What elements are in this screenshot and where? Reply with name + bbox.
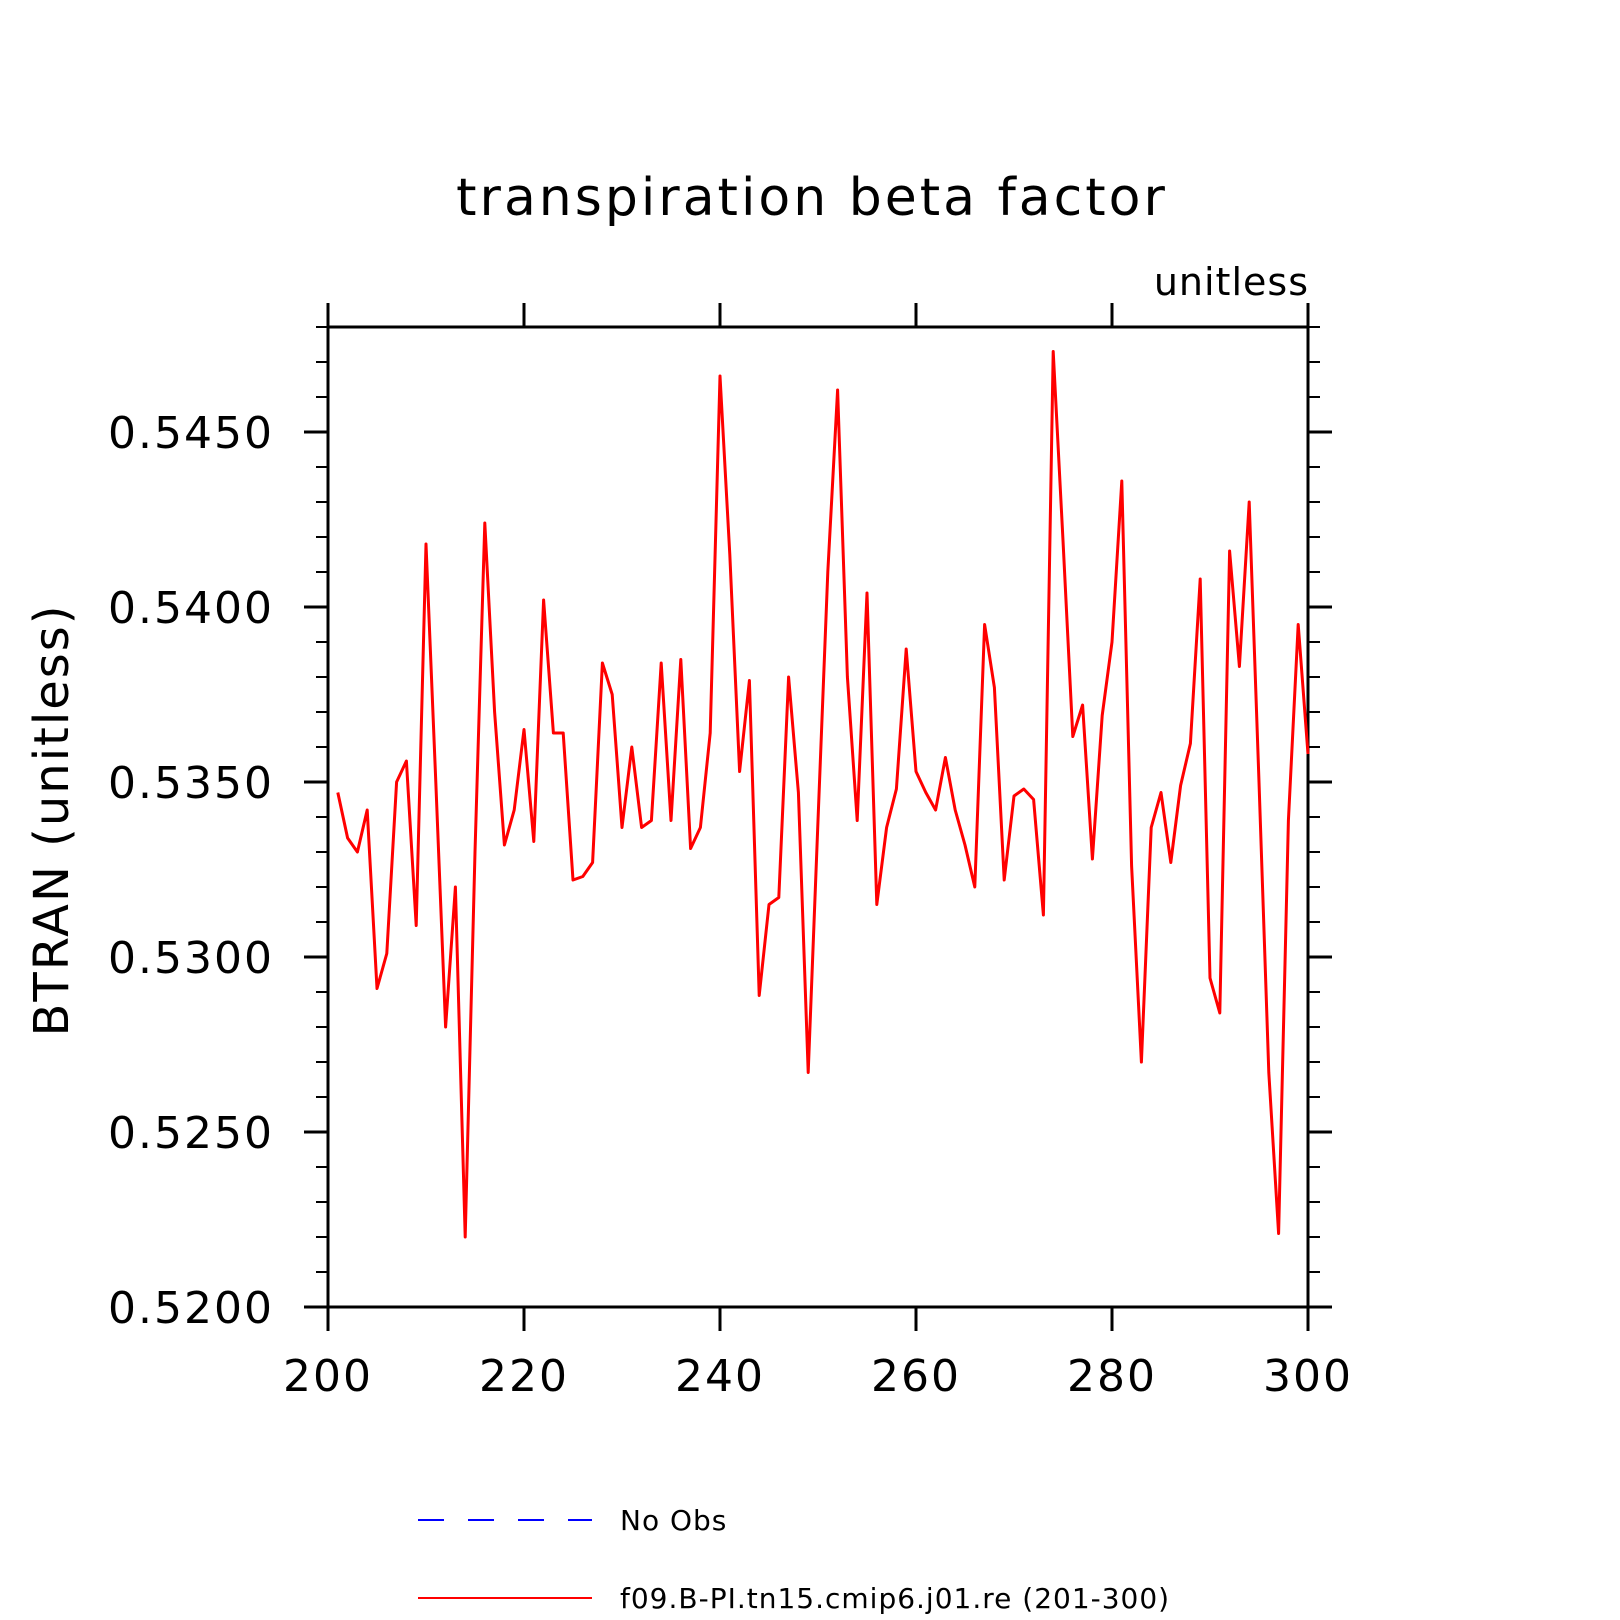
y-tick-label: 0.5400 [108, 583, 274, 634]
plot-frame [326, 325, 1310, 1309]
x-tick-label: 300 [1263, 1351, 1353, 1402]
y-tick-label: 0.5300 [108, 933, 274, 984]
legend-label-no-obs: No Obs [620, 1504, 727, 1537]
y-tick-label: 0.5200 [108, 1283, 274, 1334]
series-layer [336, 350, 1310, 1239]
x-tick-label: 240 [675, 1351, 765, 1402]
legend: No Obs f09.B-PI.tn15.cmip6.j01.re (201-3… [418, 1504, 1170, 1615]
x-tick-label: 280 [1067, 1351, 1157, 1402]
axis-tick-labels: 200 220 240 260 280 300 0.5200 0.5250 0.5300 0.53… [108, 408, 1353, 1402]
units-label: unitless [1154, 260, 1309, 304]
chart-title: transpiration beta factor [456, 168, 1168, 228]
y-axis-label: BTRAN (unitless) [24, 604, 80, 1037]
x-tick-label: 260 [871, 1351, 961, 1402]
y-tick-label: 0.5350 [108, 758, 274, 809]
x-tick-label: 220 [479, 1351, 569, 1402]
y-tick-label: 0.5250 [108, 1108, 274, 1159]
axis-ticks [304, 303, 1332, 1331]
x-tick-label: 200 [283, 1351, 373, 1402]
legend-label-model-run: f09.B-PI.tn15.cmip6.j01.re (201-300) [620, 1582, 1170, 1615]
series-line-1 [336, 350, 1310, 1239]
y-tick-label: 0.5450 [108, 408, 274, 459]
